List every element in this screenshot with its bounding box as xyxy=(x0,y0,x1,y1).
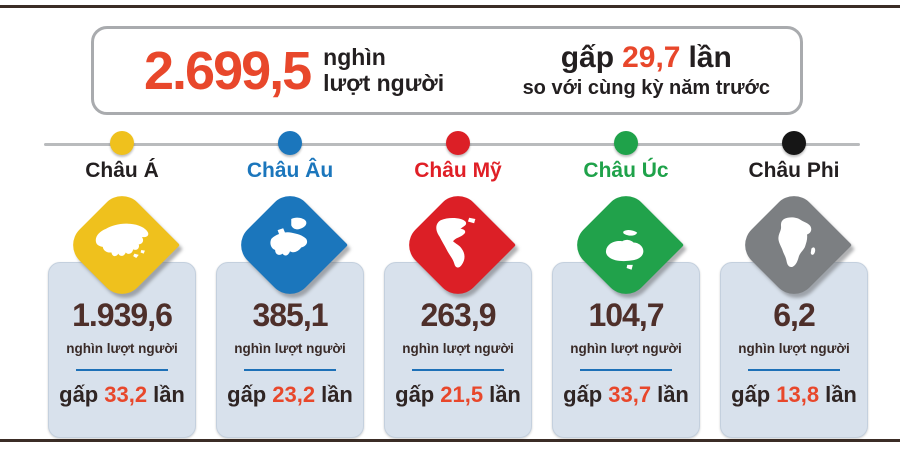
australia-map-icon xyxy=(605,230,644,270)
comparison-note: so với cùng kỳ năm trước xyxy=(522,77,770,99)
card-multiplier-prefix: gấp xyxy=(59,382,99,407)
continent-diamond-asia xyxy=(63,186,181,304)
card-multiplier: gấp 33,2 lần xyxy=(59,382,185,408)
card-value: 385,1 xyxy=(252,297,328,333)
card-multiplier-value: 33,2 xyxy=(104,382,148,407)
card-multiplier-prefix: gấp xyxy=(731,382,771,407)
top-rule xyxy=(0,5,900,8)
card-unit: nghìn lượt người xyxy=(66,341,178,356)
timeline-dot-asia xyxy=(110,131,134,155)
card-multiplier: gấp 13,8 lần xyxy=(731,382,857,408)
europe-map-icon xyxy=(270,217,308,256)
card-unit: nghìn lượt người xyxy=(570,341,682,356)
card-divider xyxy=(76,369,168,371)
diamond-shape xyxy=(232,187,348,303)
stat-card-asia: 1.939,6 nghìn lượt người gấp 33,2 lần xyxy=(48,262,196,438)
diamond-shape xyxy=(400,187,516,303)
continent-columns: Châu Á 1.939,6 nghìn lượt người gấp 33,2 xyxy=(38,131,878,438)
card-multiplier-value: 21,5 xyxy=(440,382,484,407)
card-divider xyxy=(580,369,672,371)
continent-column-australia: Châu Úc 104,7 nghìn lượt người gấp 33,7 xyxy=(542,131,710,438)
card-divider xyxy=(244,369,336,371)
continent-diamond-australia xyxy=(567,186,685,304)
diamond-shape xyxy=(568,187,684,303)
timeline-dot-australia xyxy=(614,131,638,155)
timeline-dot-africa xyxy=(782,131,806,155)
total-value: 2.699,5 xyxy=(144,40,312,101)
card-multiplier-suffix: lần xyxy=(321,382,353,407)
card-multiplier-suffix: lần xyxy=(657,382,689,407)
multiplier-suffix: lần xyxy=(688,41,732,74)
total-unit: nghìn lượt người xyxy=(323,44,445,96)
bottom-rule xyxy=(0,439,900,442)
total-unit-line2: lượt người xyxy=(323,69,445,96)
continent-column-asia: Châu Á 1.939,6 nghìn lượt người gấp 33,2 xyxy=(38,131,206,438)
card-multiplier-prefix: gấp xyxy=(227,382,267,407)
total-unit-line1: nghìn xyxy=(323,44,386,71)
card-multiplier-prefix: gấp xyxy=(563,382,603,407)
card-value: 1.939,6 xyxy=(72,297,173,333)
card-multiplier: gấp 23,2 lần xyxy=(227,382,353,408)
card-multiplier-value: 33,7 xyxy=(608,382,652,407)
card-multiplier: gấp 33,7 lần xyxy=(563,382,689,408)
summary-comparison: gấp 29,7 lần so với cùng kỳ năm trước xyxy=(523,41,770,100)
diamond-shape xyxy=(64,187,180,303)
continent-label-americas: Châu Mỹ xyxy=(414,159,502,182)
multiplier-value: 29,7 xyxy=(622,41,681,74)
americas-map-icon xyxy=(436,217,476,268)
continent-label-asia: Châu Á xyxy=(85,159,159,182)
asia-map-icon xyxy=(95,223,149,259)
continent-diamond-africa xyxy=(735,186,853,304)
card-value: 6,2 xyxy=(773,297,815,333)
card-unit: nghìn lượt người xyxy=(402,341,514,356)
card-multiplier-suffix: lần xyxy=(153,382,185,407)
timeline-dot-americas xyxy=(446,131,470,155)
continent-diamond-europe xyxy=(231,186,349,304)
diamond-shape xyxy=(736,187,852,303)
card-multiplier: gấp 21,5 lần xyxy=(395,382,521,408)
summary-total: 2.699,5 nghìn lượt người xyxy=(144,44,444,98)
africa-map-icon xyxy=(778,217,816,268)
continent-diamond-americas xyxy=(399,186,517,304)
continent-label-africa: Châu Phi xyxy=(748,159,840,182)
continent-column-africa: Châu Phi 6,2 nghìn lượt người gấp 13,8 l… xyxy=(710,131,878,438)
card-unit: nghìn lượt người xyxy=(234,341,346,356)
stat-card-europe: 385,1 nghìn lượt người gấp 23,2 lần xyxy=(216,262,364,438)
card-multiplier-prefix: gấp xyxy=(395,382,435,407)
continent-column-americas: Châu Mỹ 263,9 nghìn lượt người gấp 21,5 … xyxy=(374,131,542,438)
card-divider xyxy=(412,369,504,371)
card-multiplier-value: 23,2 xyxy=(272,382,316,407)
card-value: 263,9 xyxy=(420,297,496,333)
multiplier-prefix: gấp xyxy=(560,41,615,74)
continent-label-australia: Châu Úc xyxy=(583,159,669,182)
card-value: 104,7 xyxy=(588,297,664,333)
continent-column-europe: Châu Âu 385,1 nghìn lượt người gấp 23,2 xyxy=(206,131,374,438)
continent-label-europe: Châu Âu xyxy=(246,159,334,182)
card-multiplier-suffix: lần xyxy=(489,382,521,407)
card-multiplier-suffix: lần xyxy=(825,382,857,407)
card-unit: nghìn lượt người xyxy=(738,341,850,356)
card-multiplier-value: 13,8 xyxy=(776,382,820,407)
total-multiplier: gấp 29,7 lần xyxy=(523,41,770,74)
summary-box: 2.699,5 nghìn lượt người gấp 29,7 lần so… xyxy=(91,26,803,115)
timeline-dot-europe xyxy=(278,131,302,155)
card-divider xyxy=(748,369,840,371)
